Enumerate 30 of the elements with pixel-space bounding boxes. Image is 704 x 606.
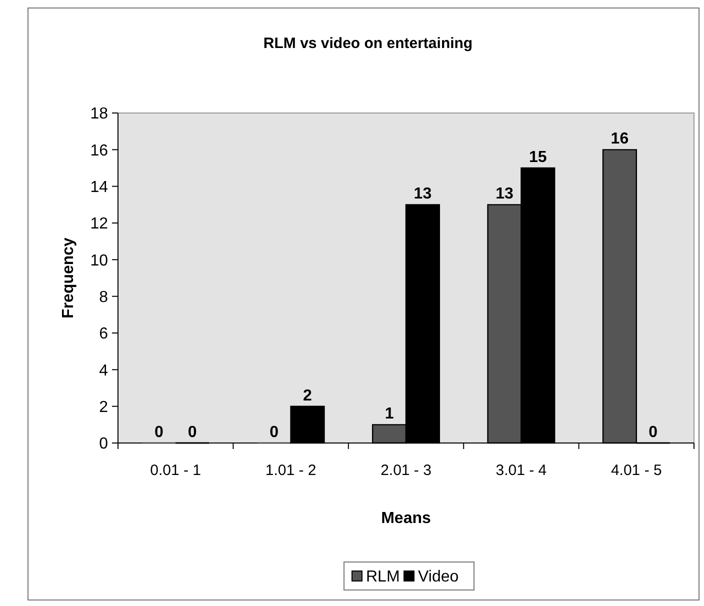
data-label: 0 — [188, 424, 197, 441]
y-tick-label: 18 — [90, 106, 108, 123]
legend-label: Video — [418, 568, 459, 586]
x-tick-label: 2.01 - 3 — [380, 462, 432, 479]
data-label: 1 — [384, 406, 394, 423]
x-tick-label: 0.01 - 1 — [150, 462, 202, 479]
x-tick-label: 1.01 - 2 — [265, 462, 316, 479]
y-tick-label: 6 — [99, 326, 108, 343]
x-axis-title: Means — [381, 510, 431, 527]
data-label: 13 — [414, 186, 432, 203]
y-axis-title: Frequency — [60, 237, 77, 318]
chart-title: RLM vs video on entertaining — [263, 35, 473, 52]
y-tick-label: 0 — [99, 436, 108, 453]
data-label: 13 — [496, 186, 514, 203]
y-tick-label: 2 — [99, 398, 108, 416]
data-label: 15 — [529, 149, 547, 166]
y-tick-label: 16 — [90, 142, 108, 160]
data-label: 2 — [303, 387, 312, 404]
data-label: 0 — [648, 424, 658, 441]
y-tick-label: 4 — [99, 362, 108, 380]
y-tick-label: 10 — [90, 252, 108, 270]
data-label: 16 — [610, 130, 629, 148]
x-tick-label: 3.01 - 4 — [496, 462, 547, 479]
x-tick-label: 4.01 - 5 — [610, 462, 662, 479]
y-tick-label: 8 — [99, 288, 108, 306]
y-tick-label: 14 — [90, 178, 108, 196]
data-label: 0 — [154, 424, 164, 441]
y-tick-label: 12 — [90, 216, 108, 233]
data-label: 0 — [270, 424, 279, 441]
legend-label: RLM — [366, 568, 400, 586]
